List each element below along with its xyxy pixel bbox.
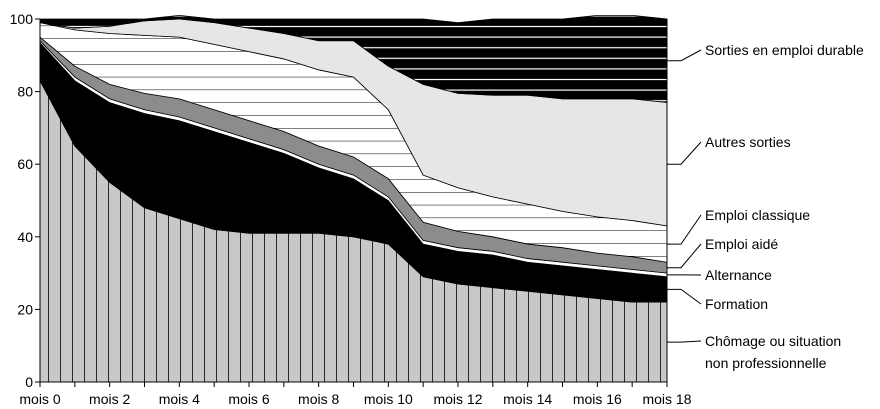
area-layers: [39, 14, 668, 383]
legend-label-emploi-classique: Emploi classique: [705, 207, 810, 223]
legend-label-chomage-ou-situation-line2: non professionnelle: [705, 355, 827, 371]
legend-label-chomage-ou-situation: Chômage ou situation: [705, 333, 841, 349]
legend-label-emploi-aide: Emploi aidé: [705, 236, 778, 252]
y-tick-label: 100: [10, 11, 34, 27]
x-tick-label: mois 14: [503, 391, 552, 407]
y-tick-label: 40: [17, 229, 33, 245]
x-tick-label: mois 10: [364, 391, 413, 407]
legend-label-sorties-en-emploi-durable: Sorties en emploi durable: [705, 42, 864, 58]
legend-leader-formation: [667, 288, 702, 305]
legend-leader-autres-sorties: [667, 141, 702, 165]
y-tick-label: 20: [17, 301, 33, 317]
legend-leader-chomage-ou-situation: [667, 340, 702, 343]
x-tick-label: mois 16: [573, 391, 622, 407]
x-tick-label: mois 8: [298, 391, 339, 407]
y-tick-label: 60: [17, 156, 33, 172]
x-tick-label: mois 4: [159, 391, 200, 407]
legend: Sorties en emploi durable Autres sorties E…: [667, 42, 864, 371]
legend-label-autres-sorties: Autres sorties: [705, 134, 791, 150]
legend-label-alternance: Alternance: [705, 267, 772, 283]
legend-label-formation: Formation: [705, 296, 768, 312]
x-tick-label: mois 2: [89, 391, 130, 407]
x-tick-label: mois 0: [19, 391, 60, 407]
axes: 0 20 40 60 80 100 mois 0 mois 2 mois 4 mois 6 mois…: [10, 11, 692, 407]
y-tick-label: 0: [25, 374, 33, 390]
x-tick-label: mois 12: [433, 391, 482, 407]
x-tick-label: mois 18: [642, 391, 691, 407]
legend-leader-sorties-en-emploi-durable: [667, 49, 702, 62]
x-tick-label: mois 6: [228, 391, 269, 407]
legend-leader-emploi-aide: [667, 243, 702, 269]
legend-leader-emploi-classique: [667, 214, 702, 245]
y-tick-label: 80: [17, 84, 33, 100]
